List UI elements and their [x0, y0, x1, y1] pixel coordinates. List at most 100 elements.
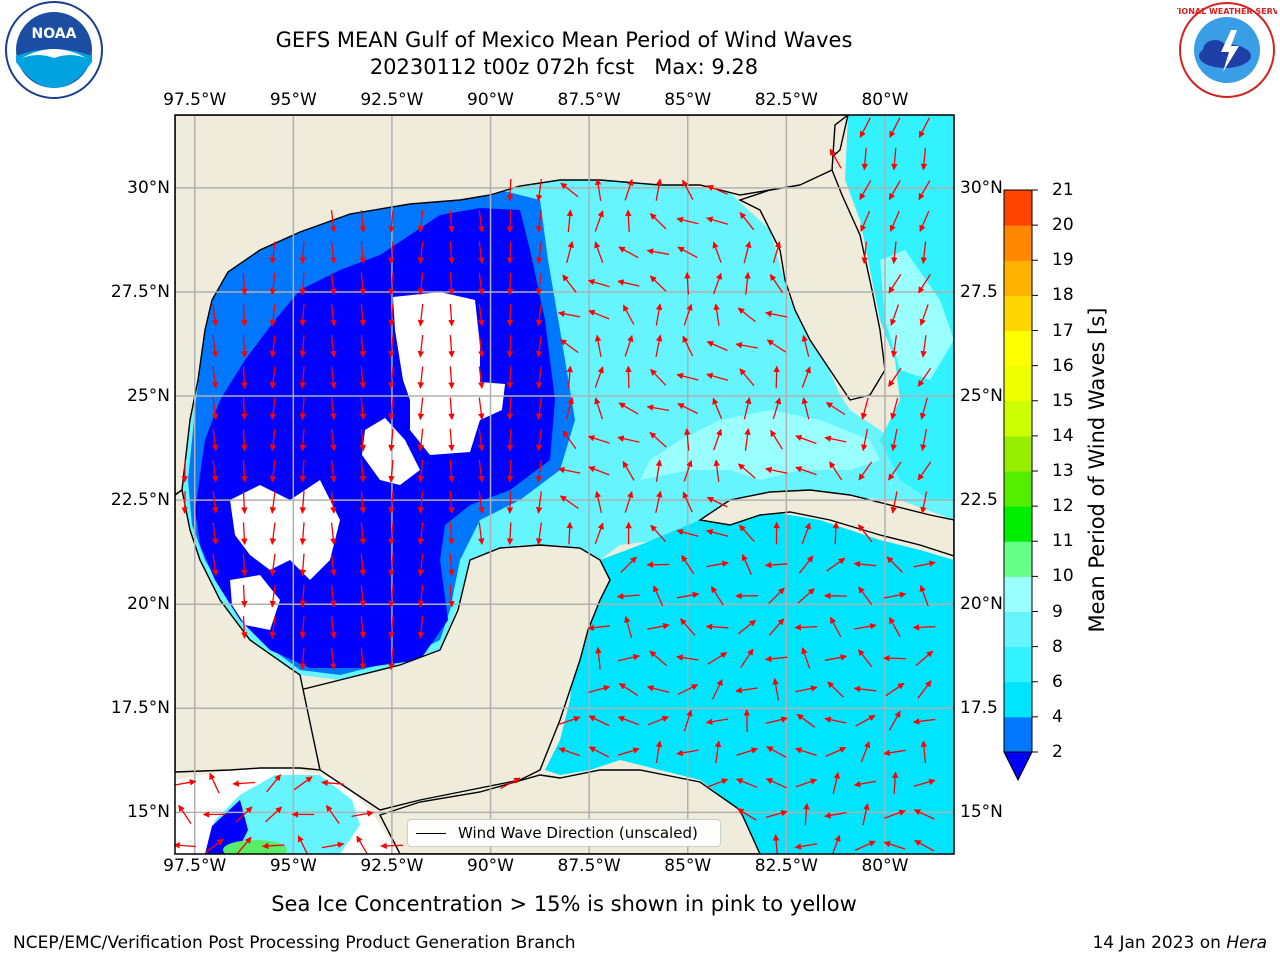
- wave-arrow-92: [622, 304, 635, 325]
- wave-arrow-191: [795, 434, 817, 445]
- wave-arrow-152: [388, 397, 395, 421]
- wave-arrow-4: [861, 147, 869, 171]
- wave-arrow-99: [919, 304, 929, 326]
- wave-arrow-366: [588, 746, 610, 758]
- wave-arrow-245: [269, 522, 277, 545]
- wave-arrow-161: [646, 404, 670, 412]
- wave-arrow-320: [829, 616, 842, 638]
- wave-arrow-8: [535, 178, 543, 202]
- map-title: GEFS MEAN Gulf of Mexico Mean Period of …: [275, 28, 853, 52]
- wave-arrow-375: [860, 741, 871, 763]
- wave-arrow-355: [647, 715, 670, 726]
- lon-tick-bottom-0: 97.5°W: [163, 856, 227, 876]
- wave-arrow-407: [175, 842, 196, 849]
- wave-arrow-124: [241, 366, 248, 389]
- wave-arrow-403: [824, 811, 847, 819]
- wave-arrow-319: [794, 624, 818, 631]
- wave-arrow-361: [824, 716, 847, 724]
- colorbar-label-8: 13: [1052, 461, 1074, 481]
- wave-arrow-37: [299, 241, 307, 265]
- wave-arrow-388: [795, 778, 818, 788]
- wave-arrow-264: [832, 521, 840, 545]
- wave-arrow-144: [888, 367, 902, 387]
- wave-arrow-253: [506, 522, 514, 546]
- wave-arrow-244: [241, 522, 248, 546]
- wave-arrow-200: [299, 459, 307, 483]
- calm-area-2: [362, 418, 420, 485]
- wave-arrow-179: [448, 428, 455, 452]
- wind-wave-arrows: [175, 117, 936, 854]
- legend-line-swatch: [416, 832, 446, 834]
- wave-arrow-243: [211, 522, 219, 545]
- wave-arrow-196: [181, 459, 188, 483]
- wave-arrow-143: [801, 366, 811, 388]
- wave-arrow-29: [649, 213, 667, 230]
- colorbar-segment-6: [1004, 506, 1032, 542]
- wave-arrow-353: [588, 715, 610, 727]
- wave-arrow-43: [478, 241, 485, 264]
- lon-tick-top-4: 87.5°W: [557, 90, 621, 110]
- wave-arrow-89: [535, 303, 543, 327]
- wave-arrow-21: [417, 210, 425, 233]
- wave-arrow-197: [211, 460, 219, 483]
- wave-arrow-184: [587, 435, 610, 444]
- wave-arrow-283: [853, 560, 877, 568]
- wave-arrow-94: [683, 303, 693, 326]
- wave-arrow-105: [359, 335, 367, 358]
- wave-arrow-122: [920, 335, 927, 358]
- wave-arrow-190: [770, 429, 783, 450]
- wave-arrow-399: [351, 810, 374, 818]
- wave-arrow-130: [417, 366, 425, 389]
- wave-arrow-208: [535, 460, 543, 483]
- wave-arrow-418: [854, 840, 876, 851]
- wave-arrow-193: [861, 428, 869, 452]
- wave-arrow-123: [211, 366, 219, 389]
- wave-arrow-6: [920, 147, 928, 171]
- wave-arrow-369: [676, 749, 699, 757]
- wave-arrow-234: [535, 491, 543, 514]
- wave-arrow-357: [705, 718, 729, 725]
- wave-arrow-120: [801, 334, 810, 357]
- wave-arrow-227: [330, 491, 337, 514]
- lon-tick-top-0: 97.5°W: [163, 90, 227, 110]
- wave-arrow-249: [388, 522, 395, 546]
- wave-arrow-70: [617, 279, 640, 287]
- credit-left: NCEP/EMC/Verification Post Processing Pr…: [13, 933, 576, 953]
- wave-arrow-417: [831, 834, 841, 854]
- wave-arrow-68: [562, 274, 577, 293]
- wave-arrow-223: [211, 491, 219, 514]
- wave-arrow-33: [860, 210, 871, 232]
- wave-arrow-151: [359, 397, 367, 421]
- colorbar-label-13: 18: [1052, 285, 1074, 306]
- wave-arrow-74: [744, 272, 751, 295]
- credit-host: Hera: [1226, 933, 1267, 953]
- wave-arrow-72: [684, 271, 691, 295]
- lon-tick-bottom-2: 92.5°W: [360, 856, 424, 876]
- wave-arrow-19: [359, 210, 367, 233]
- wave-arrow-5: [891, 147, 898, 171]
- wave-arrow-95: [713, 303, 720, 326]
- wave-arrow-88: [506, 303, 514, 327]
- wave-arrow-389: [832, 771, 840, 795]
- wave-arrow-267: [241, 553, 248, 577]
- wave-arrow-414: [380, 842, 403, 850]
- wave-arrow-277: [681, 554, 695, 575]
- wave-arrow-169: [890, 397, 899, 420]
- wave-arrow-85: [417, 303, 425, 327]
- wave-arrow-20: [388, 210, 395, 233]
- wave-arrow-78: [211, 303, 219, 327]
- wave-arrow-263: [801, 522, 811, 545]
- wave-arrow-222: [181, 491, 188, 514]
- wave-arrow-402: [803, 802, 810, 826]
- wave-arrow-340: [588, 685, 611, 694]
- wave-arrow-216: [765, 466, 788, 474]
- wave-arrow-194: [890, 428, 898, 452]
- lat-tick-left-1: 27.5°N: [110, 281, 170, 302]
- wave-arrow-24: [506, 210, 514, 233]
- wave-arrow-38: [330, 241, 337, 264]
- wave-arrow-114: [624, 334, 634, 357]
- wave-arrow-302: [858, 586, 873, 606]
- wave-arrow-76: [888, 274, 902, 294]
- lat-tick-left-6: 15°N: [127, 802, 170, 823]
- wave-arrow-98: [890, 304, 900, 326]
